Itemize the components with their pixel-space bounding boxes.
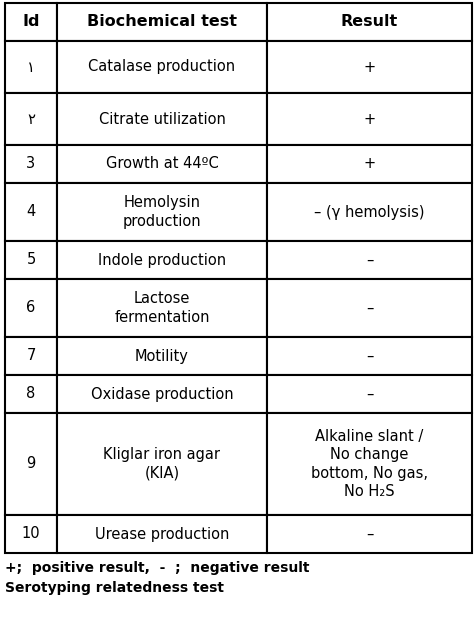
Bar <box>57 337 267 375</box>
Bar <box>5 413 57 515</box>
Text: 10: 10 <box>22 526 40 542</box>
Text: –: – <box>366 387 373 401</box>
Text: 9: 9 <box>27 456 36 472</box>
Text: –: – <box>366 349 373 363</box>
Bar <box>57 413 267 515</box>
Bar <box>267 183 472 241</box>
Bar <box>5 183 57 241</box>
Text: 5: 5 <box>27 253 36 267</box>
Bar <box>267 41 472 93</box>
Bar <box>5 93 57 145</box>
Text: –: – <box>366 301 373 315</box>
Bar <box>57 375 267 413</box>
Text: 7: 7 <box>27 349 36 363</box>
Text: +;  positive result,  -  ;  negative result: +; positive result, - ; negative result <box>5 561 310 575</box>
Bar <box>267 3 472 41</box>
Text: Indole production: Indole production <box>98 253 226 267</box>
Bar <box>267 375 472 413</box>
Bar <box>5 145 57 183</box>
Text: Biochemical test: Biochemical test <box>87 15 237 29</box>
Text: Citrate utilization: Citrate utilization <box>99 112 226 126</box>
Text: +: + <box>364 60 375 74</box>
Bar <box>267 413 472 515</box>
Bar <box>57 241 267 279</box>
Text: 8: 8 <box>27 387 36 401</box>
Text: Motility: Motility <box>135 349 189 363</box>
Text: ٢: ٢ <box>27 112 35 126</box>
Text: –: – <box>366 526 373 542</box>
Bar <box>267 337 472 375</box>
Bar <box>267 279 472 337</box>
Bar <box>267 93 472 145</box>
Bar <box>57 93 267 145</box>
Bar <box>57 41 267 93</box>
Text: Hemolysin
production: Hemolysin production <box>123 196 201 229</box>
Bar <box>267 241 472 279</box>
Text: 4: 4 <box>27 204 36 219</box>
Text: Growth at 44ºC: Growth at 44ºC <box>106 156 219 172</box>
Text: Result: Result <box>341 15 398 29</box>
Bar <box>5 241 57 279</box>
Bar <box>5 515 57 553</box>
Text: 3: 3 <box>27 156 36 172</box>
Bar <box>57 515 267 553</box>
Text: 6: 6 <box>27 301 36 315</box>
Text: –: – <box>366 253 373 267</box>
Text: ١: ١ <box>27 60 35 74</box>
Text: Urease production: Urease production <box>95 526 229 542</box>
Text: – (γ hemolysis): – (γ hemolysis) <box>314 204 425 219</box>
Text: +: + <box>364 112 375 126</box>
Bar <box>5 375 57 413</box>
Text: Serotyping relatedness test: Serotyping relatedness test <box>5 581 224 595</box>
Bar <box>57 145 267 183</box>
Bar <box>267 145 472 183</box>
Bar <box>57 183 267 241</box>
Bar <box>57 279 267 337</box>
Bar <box>5 3 57 41</box>
Text: Lactose
fermentation: Lactose fermentation <box>114 291 210 325</box>
Text: Catalase production: Catalase production <box>89 60 236 74</box>
Bar <box>57 3 267 41</box>
Text: Alkaline slant /
No change
bottom, No gas,
No H₂S: Alkaline slant / No change bottom, No ga… <box>311 429 428 499</box>
Bar <box>5 279 57 337</box>
Bar <box>5 337 57 375</box>
Bar <box>267 515 472 553</box>
Bar <box>5 41 57 93</box>
Text: Kliglar iron agar
(KIA): Kliglar iron agar (KIA) <box>103 447 220 481</box>
Text: Id: Id <box>22 15 40 29</box>
Text: Oxidase production: Oxidase production <box>91 387 233 401</box>
Text: +: + <box>364 156 375 172</box>
